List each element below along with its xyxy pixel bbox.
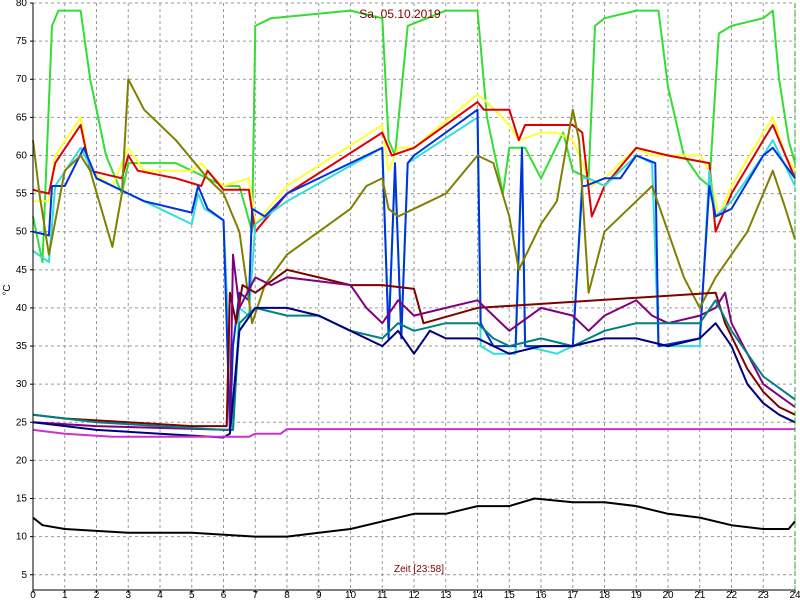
x-tick-label: 17 [567, 590, 579, 600]
y-tick-label: 15 [16, 494, 28, 505]
x-tick-label: 9 [316, 590, 322, 600]
data-line [32, 101, 796, 233]
data-line [32, 253, 796, 431]
x-tick-label: 16 [535, 590, 547, 600]
data-line [32, 299, 796, 431]
data-line [32, 108, 796, 431]
y-tick-label: 50 [16, 227, 28, 238]
data-line [33, 93, 796, 226]
y-tick-label: 40 [16, 303, 28, 314]
x-tick-label: 8 [284, 590, 290, 600]
data-line [32, 78, 796, 325]
x-tick-label: 7 [252, 590, 258, 600]
x-tick-label: 23 [758, 590, 770, 600]
x-tick-label: 2 [94, 590, 100, 600]
x-tick-label: 15 [504, 590, 516, 600]
x-tick-label: 14 [472, 590, 484, 600]
x-tick-label: 1 [62, 590, 68, 600]
x-tick-label: 3 [125, 590, 131, 600]
x-tick-label: 5 [189, 590, 195, 600]
y-tick-label: 10 [16, 532, 28, 543]
y-tick-label: 60 [16, 150, 28, 161]
data-line [32, 428, 795, 438]
y-tick-label: 70 [16, 74, 28, 85]
x-tick-label: 12 [408, 590, 420, 600]
y-tick-label: 80 [16, 0, 28, 9]
x-tick-label: 18 [599, 590, 611, 600]
y-tick-label: 45 [16, 265, 28, 276]
data-line [32, 268, 796, 428]
x-tick-label: 24 [789, 590, 800, 600]
y-tick-label: 55 [16, 189, 28, 200]
y-tick-label: 20 [16, 455, 28, 466]
y-axis-label: °C [2, 284, 13, 295]
x-tick-label: 13 [440, 590, 452, 600]
x-tick-label: 19 [631, 590, 643, 600]
y-tick-label: 25 [16, 417, 28, 428]
x-tick-label: 6 [221, 590, 227, 600]
plot-lines [32, 9, 796, 538]
y-tick-label: 35 [16, 341, 28, 352]
data-line [32, 497, 796, 538]
x-tick-label: 22 [726, 590, 738, 600]
x-tick-label: 4 [157, 590, 163, 600]
y-tick-label: 5 [21, 570, 27, 581]
y-tick-label: 65 [16, 112, 28, 123]
y-tick-label: 75 [16, 36, 28, 47]
x-tick-label: 20 [662, 590, 674, 600]
chart-title: Sa, 05.10.2019 [359, 7, 441, 21]
x-axis-label: Zeit [23:58] [394, 564, 444, 575]
x-tick-label: 10 [345, 590, 357, 600]
x-tick-label: 21 [694, 590, 706, 600]
data-line [32, 9, 796, 264]
x-tick-label: 11 [377, 590, 388, 600]
x-tick-label: 0 [30, 590, 36, 600]
data-line [32, 306, 796, 439]
y-tick-label: 30 [16, 379, 28, 390]
